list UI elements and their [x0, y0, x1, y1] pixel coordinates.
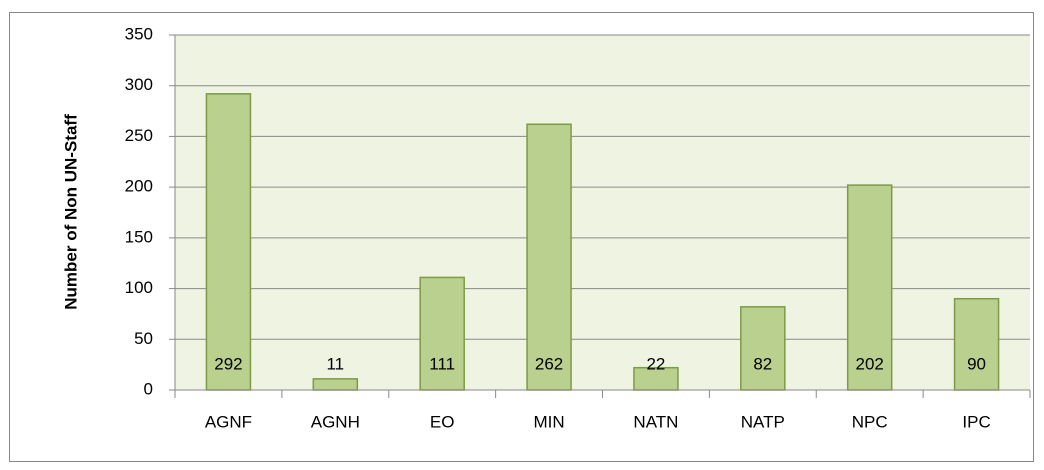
bar	[846, 184, 893, 391]
x-tick-label: NATN	[633, 412, 678, 431]
x-tick-label: AGNH	[311, 412, 360, 431]
y-axis-label: Number of Non UN-Staff	[61, 114, 80, 310]
data-label: 111	[429, 354, 455, 373]
x-tick-label: NPC	[852, 412, 888, 431]
data-label: 82	[753, 354, 772, 373]
y-tick-label: 150	[125, 227, 153, 246]
data-label: 262	[535, 354, 563, 373]
data-label: 90	[967, 354, 986, 373]
bar	[953, 297, 1000, 391]
x-tick-label: NATP	[741, 412, 785, 431]
x-tick-label: MIN	[533, 412, 564, 431]
bar	[205, 93, 252, 391]
y-tick-label: 350	[125, 24, 153, 43]
y-tick-label: 300	[125, 75, 153, 94]
y-tick-label: 100	[125, 278, 153, 297]
bar	[312, 378, 359, 391]
y-tick-label: 50	[134, 329, 153, 348]
plot-area	[175, 35, 1030, 390]
data-label: 22	[646, 354, 665, 373]
y-tick-label: 250	[125, 126, 153, 145]
bar	[419, 276, 465, 391]
data-label: 11	[326, 354, 344, 373]
data-label: 292	[214, 354, 242, 373]
bar	[526, 123, 572, 391]
x-tick-label: EO	[430, 412, 455, 431]
x-tick-label: AGNF	[205, 412, 252, 431]
data-label: 202	[856, 354, 884, 373]
bar	[740, 306, 786, 391]
x-tick-label: IPC	[962, 412, 990, 431]
y-tick-label: 200	[125, 177, 153, 196]
y-tick-label: 0	[144, 379, 153, 398]
